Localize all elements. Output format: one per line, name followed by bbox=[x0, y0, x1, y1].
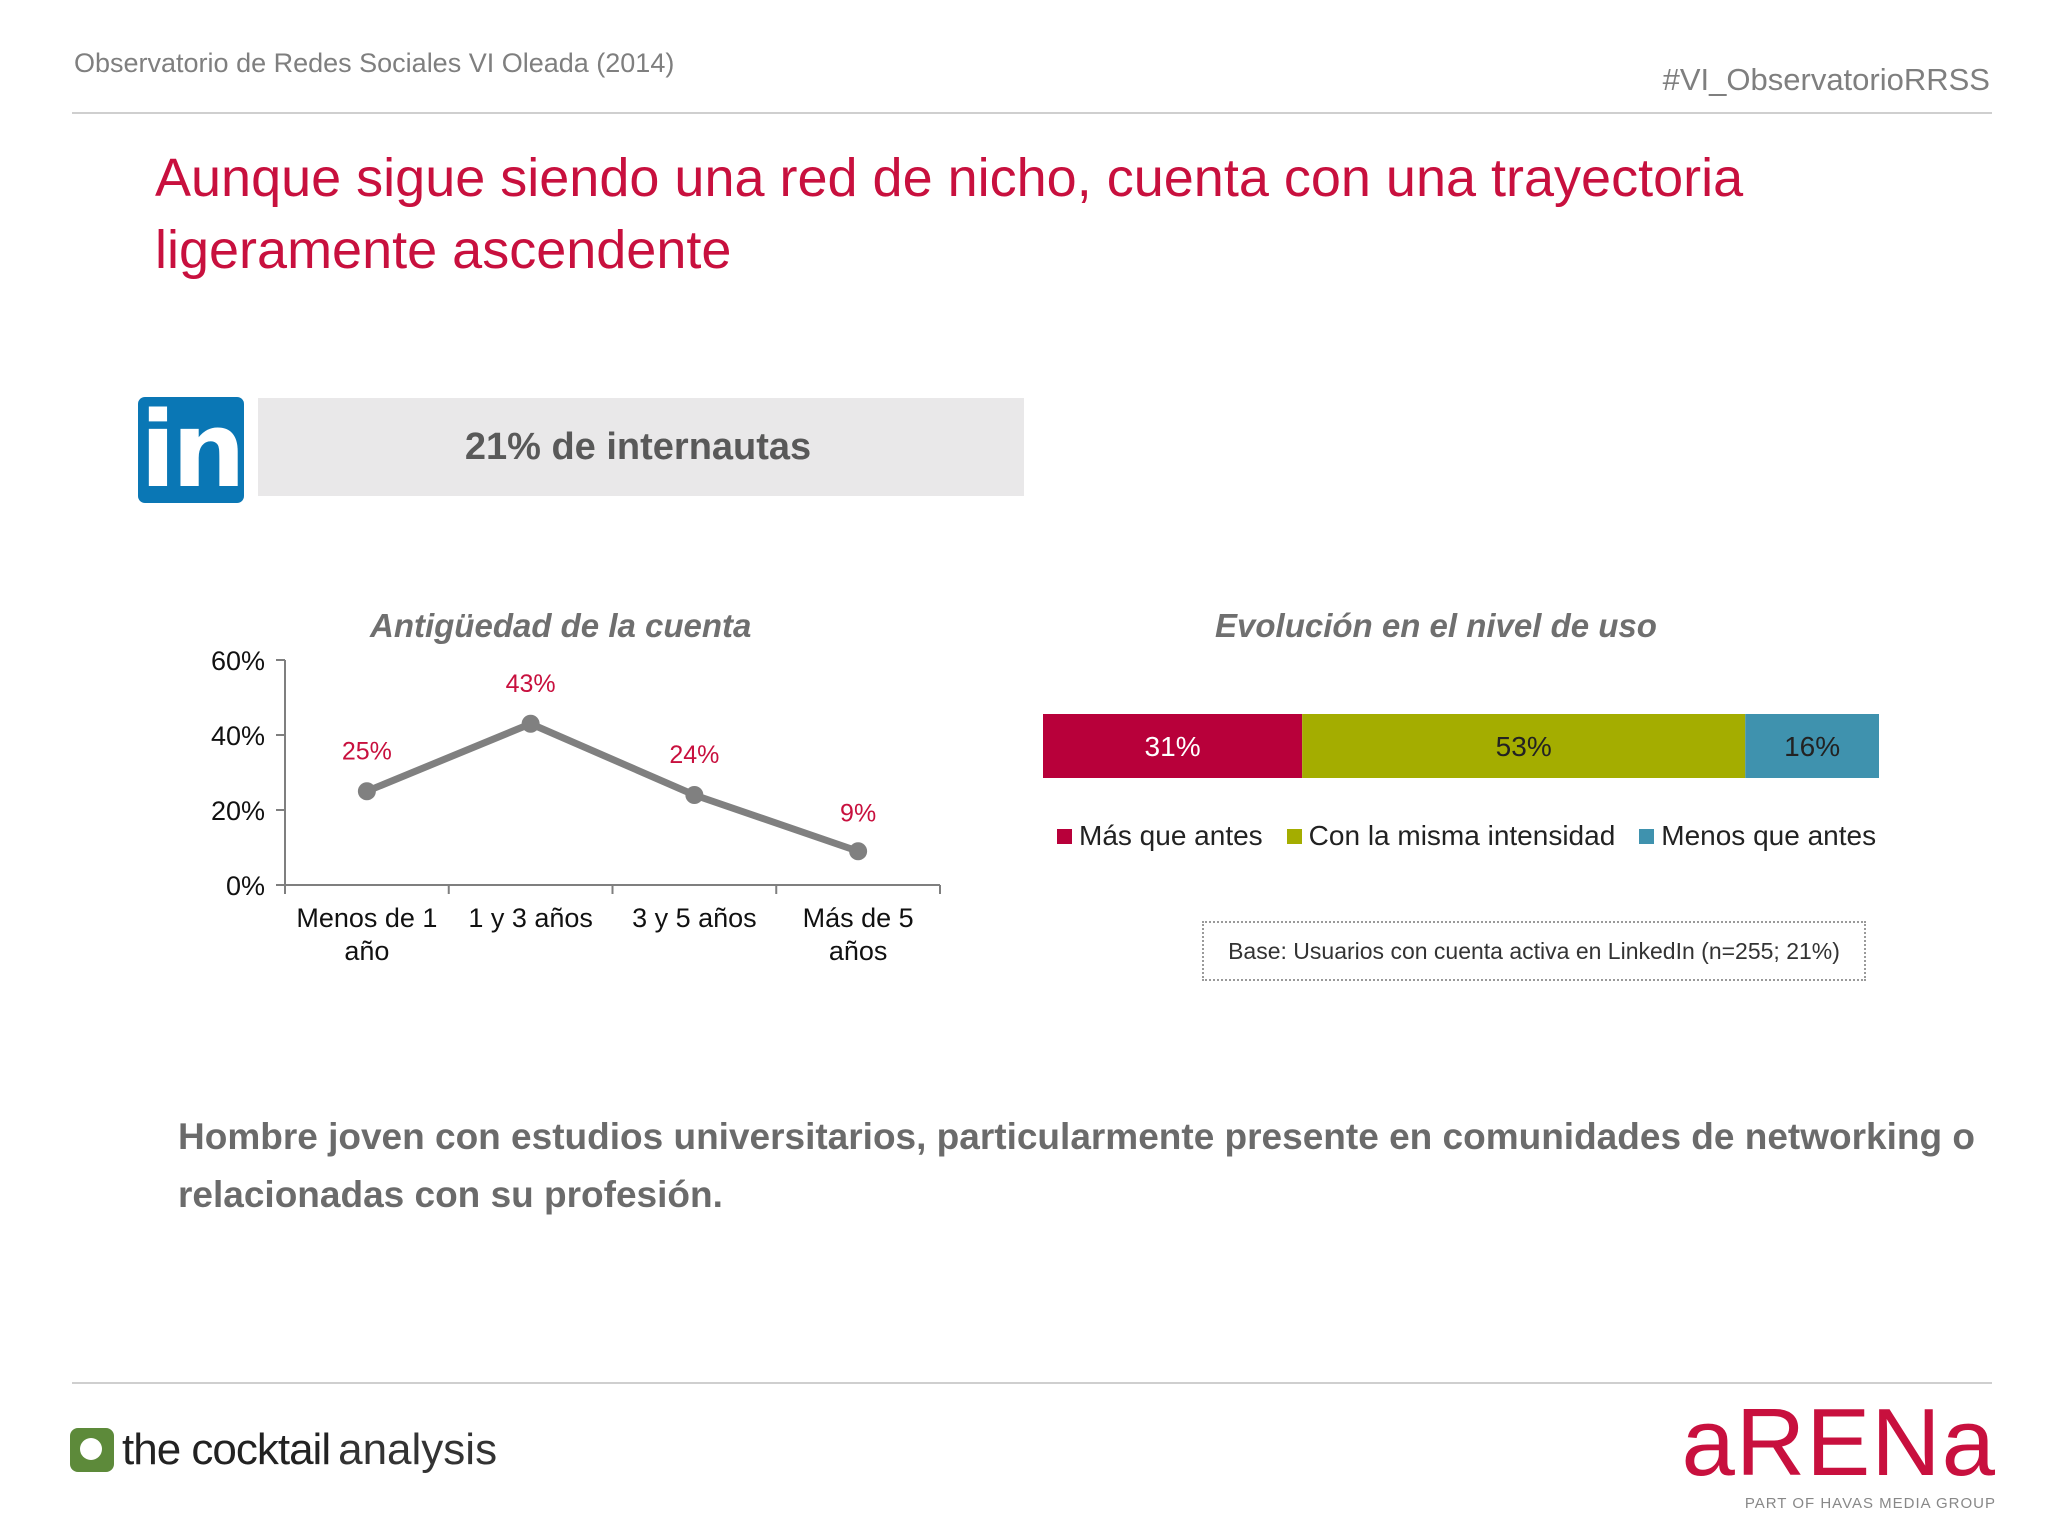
legend-label-same: Con la misma intensidad bbox=[1308, 820, 1616, 851]
legend-label-more: Más que antes bbox=[1079, 820, 1263, 851]
bar-segment bbox=[1043, 714, 1303, 778]
arena-logo: aRENa PART OF HAVAS MEDIA GROUP bbox=[1681, 1389, 1996, 1513]
y-tick-label: 20% bbox=[211, 796, 265, 826]
legend-swatch-less bbox=[1639, 828, 1655, 844]
bar-segment bbox=[1745, 714, 1879, 778]
summary-text: Hombre joven con estudios universitarios… bbox=[178, 1116, 1975, 1215]
line-data-label: 24% bbox=[669, 741, 719, 769]
line-chart-labels: 25% 43% 24% 9% bbox=[342, 670, 876, 828]
bar-segment-label: 53% bbox=[1496, 731, 1552, 762]
base-note: Base: Usuarios con cuenta activa en Link… bbox=[1202, 921, 1866, 981]
stacked-bar-segments: 31% 53% 16% bbox=[1043, 714, 1879, 778]
slide-title: Aunque sigue siendo una red de nicho, cu… bbox=[155, 148, 1744, 280]
line-series-path bbox=[365, 720, 860, 855]
y-tick-label: 0% bbox=[226, 871, 265, 901]
cocktail-logo-bold: the cocktail bbox=[122, 1425, 331, 1474]
y-tick-label: 40% bbox=[211, 721, 265, 751]
legend-item-more: Más que antes bbox=[1057, 820, 1263, 852]
line-chart-series bbox=[357, 714, 868, 861]
bar-chart-title: Evolución en el nivel de uso bbox=[1215, 607, 1657, 644]
line-data-label: 25% bbox=[342, 737, 392, 765]
cocktail-analysis-logo: the cocktail analysis bbox=[70, 1425, 497, 1475]
line-data-label: 9% bbox=[840, 799, 876, 827]
stat-text: 21% de internautas bbox=[464, 425, 812, 468]
line-point bbox=[849, 842, 868, 861]
footer-divider bbox=[72, 1382, 1992, 1384]
arena-logo-sub: PART OF HAVAS MEDIA GROUP bbox=[1744, 1495, 1996, 1512]
legend-label-less: Menos que antes bbox=[1661, 820, 1877, 851]
cocktail-logo-icon bbox=[70, 1428, 114, 1472]
header-divider bbox=[72, 112, 1992, 114]
bar-segment-label: 31% bbox=[1145, 731, 1201, 762]
line-chart-title: Antigüedad de la cuenta bbox=[370, 607, 752, 644]
y-tick-label: 60% bbox=[211, 646, 265, 676]
legend-swatch-more bbox=[1057, 828, 1072, 844]
linkedin-logo-icon: in bbox=[138, 397, 244, 503]
line-point bbox=[521, 714, 540, 733]
x-tick-label: Menos de 1 año bbox=[296, 903, 437, 966]
cocktail-logo-light: analysis bbox=[338, 1425, 498, 1474]
header-hashtag: #VI_ObservatorioRRSS bbox=[1662, 62, 1990, 97]
x-tick-label: 1 y 3 años bbox=[468, 903, 593, 933]
line-data-label: 43% bbox=[506, 670, 556, 698]
legend-item-same: Con la misma intensidad bbox=[1286, 820, 1616, 852]
line-point bbox=[685, 786, 704, 804]
x-tick-label: 3 y 5 años bbox=[632, 903, 757, 933]
stacked-bar-chart: 31% 53% 16% bbox=[1043, 714, 1879, 778]
legend-item-less: Menos que antes bbox=[1639, 820, 1876, 852]
x-tick-label: Más de 5 años bbox=[803, 903, 914, 966]
stat-box: 21% de internautas bbox=[258, 398, 1024, 496]
bar-segment-label: 16% bbox=[1784, 731, 1840, 762]
bar-segment bbox=[1302, 714, 1746, 778]
arena-logo-word: aRENa bbox=[1681, 1389, 1996, 1496]
bar-legend: Más que antes Con la misma intensidad Me… bbox=[1057, 820, 1900, 852]
line-chart: 0% 20% 40% 60% Menos de 1 año 1 y 3 años 3 y 5 … bbox=[211, 646, 941, 966]
legend-swatch-same bbox=[1286, 828, 1302, 844]
line-point bbox=[357, 782, 376, 801]
header-left-title: Observatorio de Redes Sociales VI Oleada… bbox=[74, 48, 675, 78]
line-chart-axes: 0% 20% 40% 60% Menos de 1 año 1 y 3 años 3 y 5 … bbox=[211, 646, 941, 966]
